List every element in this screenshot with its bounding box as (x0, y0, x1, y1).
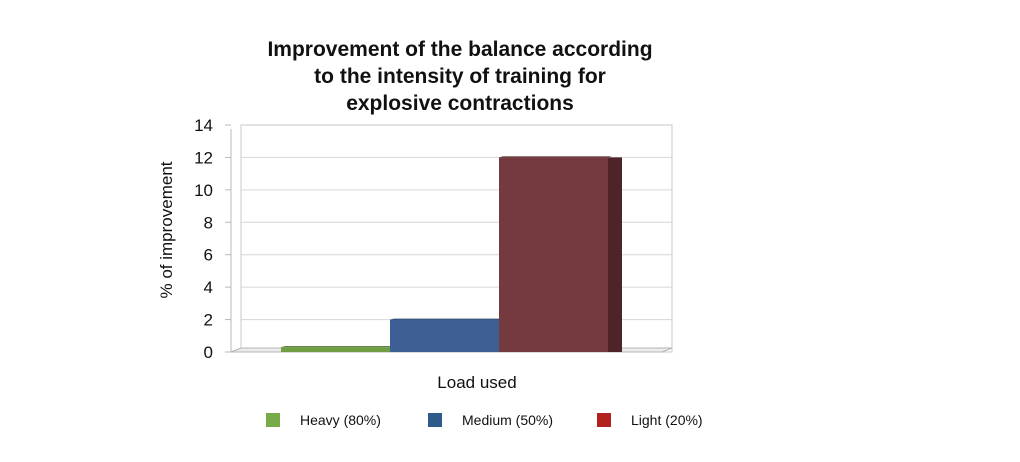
y-tick-label: 12 (194, 148, 213, 167)
y-tick-label: 2 (204, 311, 213, 330)
bar-side (608, 157, 622, 352)
bar-face (390, 319, 499, 352)
y-tick-label: 8 (204, 213, 213, 232)
legend-item: Medium (50%) (428, 412, 553, 428)
y-tick-label: 10 (194, 181, 213, 200)
y-tick-label: 0 (204, 343, 213, 362)
legend-label: Heavy (80%) (300, 412, 381, 428)
legend-swatch (428, 413, 442, 427)
legend-item: Heavy (80%) (266, 412, 381, 428)
legend-label: Light (20%) (631, 412, 703, 428)
legend-swatch (597, 413, 611, 427)
y-tick-label: 6 (204, 246, 213, 265)
legend-label: Medium (50%) (462, 412, 554, 428)
chart-title: Improvement of the balance according to … (267, 38, 653, 115)
bar-top (499, 156, 612, 158)
bar-face (499, 157, 608, 352)
bar-1 (390, 318, 503, 352)
bars (281, 156, 622, 352)
x-axis-label: Load used (437, 373, 516, 392)
legend-swatch (266, 413, 280, 427)
bar-2 (499, 156, 622, 352)
legend: Heavy (80%) Medium (50%) Light (20%) (0, 412, 1020, 436)
y-axis-label: % of improvement (157, 161, 176, 298)
y-axis-ticks: 0 2 4 6 8 10 12 14 (194, 116, 231, 362)
bar-top (281, 346, 394, 348)
y-tick-label: 4 (204, 278, 213, 297)
bar-face (281, 347, 390, 352)
bar-top (390, 318, 503, 320)
y-tick-label: 14 (194, 116, 213, 135)
bar-0 (281, 346, 394, 352)
legend-item: Light (20%) (597, 412, 703, 428)
